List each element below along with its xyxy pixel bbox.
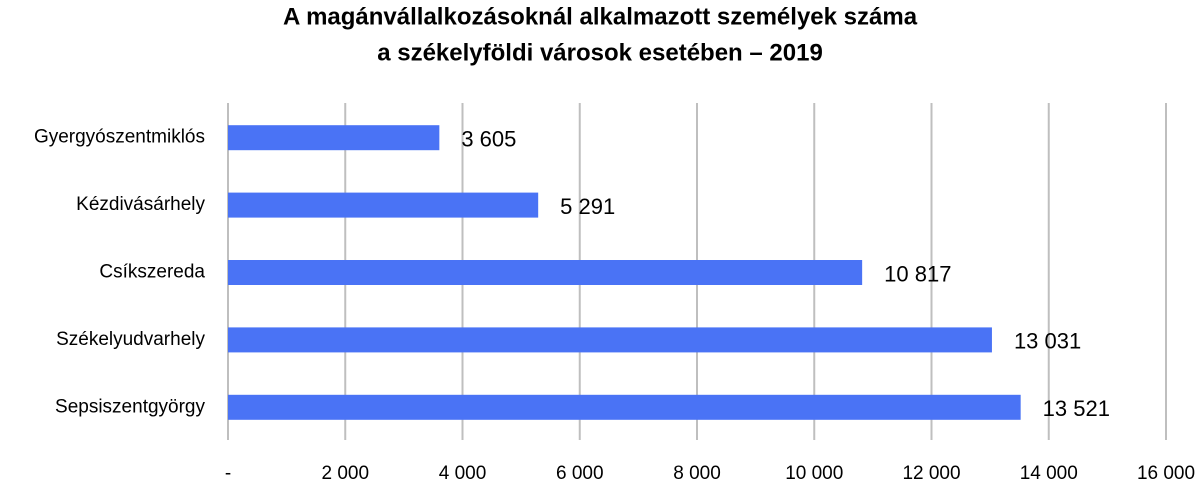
- x-tick-label: 14 000: [1020, 463, 1078, 484]
- x-tick-label: -: [225, 463, 231, 484]
- value-label: 13 031: [1014, 329, 1081, 354]
- bar: [228, 125, 440, 151]
- value-label: 10 817: [884, 261, 951, 286]
- x-tick-label: 2 000: [321, 463, 369, 484]
- x-tick-label: 4 000: [439, 463, 487, 484]
- bar: [228, 260, 863, 285]
- value-label: 13 521: [1043, 396, 1110, 421]
- value-label: 3 605: [461, 127, 516, 152]
- x-tick-label: 16 000: [1137, 463, 1195, 484]
- value-label: 5 291: [560, 194, 615, 219]
- bar: [228, 394, 1021, 420]
- bar: [228, 327, 992, 353]
- category-label: Székelyudvarhely: [56, 329, 205, 350]
- x-tick-label: 12 000: [902, 463, 960, 484]
- x-tick-label: 10 000: [785, 463, 843, 484]
- x-tick-label: 8 000: [673, 463, 721, 484]
- x-tick-label: 6 000: [556, 463, 604, 484]
- chart-title: A magánvállalkozásoknál alkalmazott szem…: [283, 3, 918, 30]
- chart-title: a székelyföldi városok esetében – 2019: [377, 39, 823, 66]
- bar: [228, 192, 539, 218]
- category-label: Gyergyószentmiklós: [34, 127, 205, 148]
- category-label: Sepsiszentgyörgy: [55, 396, 205, 417]
- category-label: Kézdivásárhely: [76, 194, 205, 215]
- category-label: Csíkszereda: [99, 262, 205, 283]
